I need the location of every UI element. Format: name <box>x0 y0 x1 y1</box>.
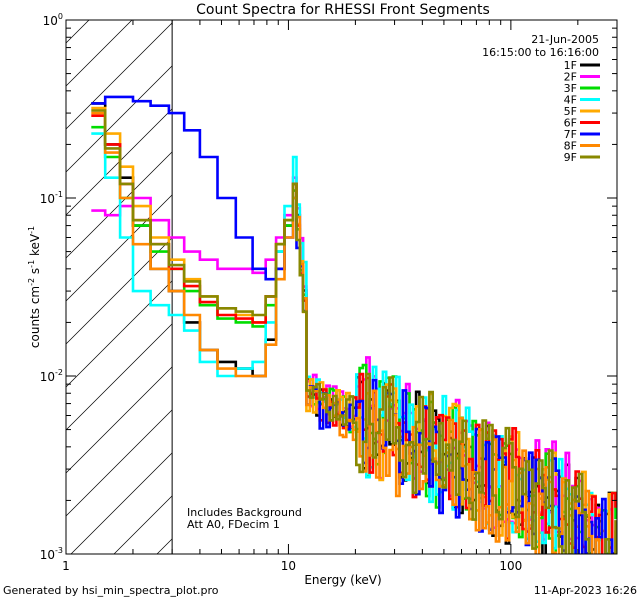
legend-label: 9F <box>564 151 577 164</box>
legend-date: 21-Jun-2005 <box>531 33 599 46</box>
legend-label: 5F <box>564 105 577 118</box>
legend-label: 3F <box>564 82 577 95</box>
annotation-attenuator: Att A0, FDecim 1 <box>187 518 280 531</box>
plot-frame <box>65 19 618 555</box>
x-axis-label: Energy (keV) <box>304 573 381 587</box>
x-tick-label: 1 <box>62 559 70 573</box>
hatch-line <box>66 151 173 259</box>
y-tick-label: 10-1 <box>40 190 63 206</box>
annotation-background: Includes Background <box>187 506 302 519</box>
legend-label: 7F <box>564 128 577 141</box>
y-tick-label: 100 <box>43 12 63 28</box>
hatch-line <box>66 323 173 431</box>
series-line-9F <box>91 109 617 554</box>
svg-text:counts cm-2 s-1 keV-1: counts cm-2 s-1 keV-1 <box>27 226 42 348</box>
y-tick-label: 10-3 <box>40 546 63 562</box>
hatch-line <box>70 452 173 554</box>
hatch-line <box>66 194 173 302</box>
legend-label: 8F <box>564 140 577 153</box>
footer-generated-by: Generated by hsi_min_spectra_plot.pro <box>3 584 219 597</box>
hatch-line <box>66 280 173 388</box>
chart-title: Count Spectra for RHESSI Front Segments <box>196 2 490 18</box>
legend-label: 4F <box>564 94 577 107</box>
y-tick-label: 10-2 <box>40 368 63 384</box>
hatch-line <box>66 22 173 130</box>
y-axis-label: counts cm-2 s-1 keV-1 <box>27 226 42 348</box>
legend-label: 6F <box>564 117 577 130</box>
legend-label: 2F <box>564 71 577 84</box>
hatch-line <box>630 20 640 554</box>
x-tick-label: 100 <box>499 559 522 573</box>
legend-time-range: 16:15:00 to 16:16:00 <box>482 46 599 59</box>
legend-label: 1F <box>564 59 577 72</box>
x-tick-label: 10 <box>281 559 296 573</box>
footer-timestamp: 11-Apr-2023 16:26 <box>534 584 637 597</box>
hatch-line <box>66 366 173 474</box>
hatch-line <box>66 237 173 345</box>
hatch-line <box>66 65 173 173</box>
series-line-7F <box>91 95 614 554</box>
hatch-line <box>66 409 173 517</box>
series-line-8F <box>91 111 617 554</box>
hatch-line <box>66 20 90 44</box>
